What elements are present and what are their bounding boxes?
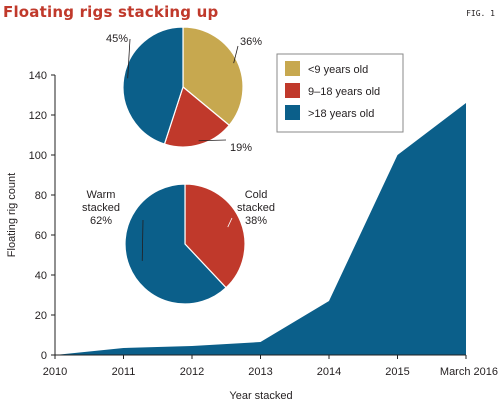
y-tick-label: 40 (35, 270, 47, 282)
y-tick-label: 100 (29, 150, 47, 162)
y-tick-label: 140 (29, 70, 47, 82)
stacking-pie-leader (227, 217, 233, 228)
age-pie-leader (198, 139, 227, 142)
area-chart (55, 103, 466, 355)
y-tick-label: 20 (35, 310, 47, 322)
x-tick-label: 2015 (385, 366, 409, 378)
chart-title: Floating rigs stacking up (3, 3, 219, 21)
x-axis-label: Year stacked (229, 390, 292, 402)
y-tick-label: 0 (41, 350, 47, 362)
age-pie-slice (122, 26, 184, 145)
legend-label: 9–18 years old (308, 86, 380, 98)
stacking-pie-slice (184, 183, 246, 289)
x-tick-label: March 2016 (440, 366, 498, 378)
legend-swatch (285, 61, 300, 76)
age-pie-label: 19% (230, 142, 252, 154)
legend: <9 years old 9–18 years old >18 years old (276, 53, 404, 133)
y-tick-label: 60 (35, 230, 47, 242)
legend-label: >18 years old (308, 108, 374, 120)
y-tick-label: 80 (35, 190, 47, 202)
legend-label: <9 years old (308, 64, 368, 76)
age-pie-leader (233, 45, 239, 64)
stacking-pie-label: Warm stacked 62% (82, 189, 120, 227)
x-tick-label: 2011 (112, 366, 136, 378)
age-pie-leader (127, 38, 131, 79)
x-tick-label: 2013 (248, 366, 272, 378)
age-pie-slice (182, 26, 244, 127)
age-pie-chart: 36% 19% 45% (106, 26, 262, 154)
x-tick-label: 2010 (43, 366, 67, 378)
figure-number: FIG. 1 (466, 9, 495, 18)
age-pie-slice (163, 85, 231, 148)
stacking-pie-slice (124, 183, 227, 305)
stacking-pie-label: Cold stacked 38% (237, 189, 275, 227)
x-tick-label: 2014 (317, 366, 341, 378)
age-pie-label: 36% (240, 36, 262, 48)
age-pie-label: 45% (106, 33, 128, 45)
stacking-pie-leader (141, 219, 144, 261)
x-tick-label: 2012 (180, 366, 204, 378)
y-tick-label: 120 (29, 110, 47, 122)
stacking-pie-chart: Cold stacked 38% Warm stacked 62% (82, 183, 275, 305)
y-axis-label: Floating rig count (6, 173, 18, 257)
legend-swatch (285, 105, 300, 120)
area-series (55, 103, 466, 355)
legend-swatch (285, 83, 300, 98)
axes: 0 20 40 60 80 100 120 140 2010 2011 2012 2013 2014 20… (29, 70, 498, 378)
